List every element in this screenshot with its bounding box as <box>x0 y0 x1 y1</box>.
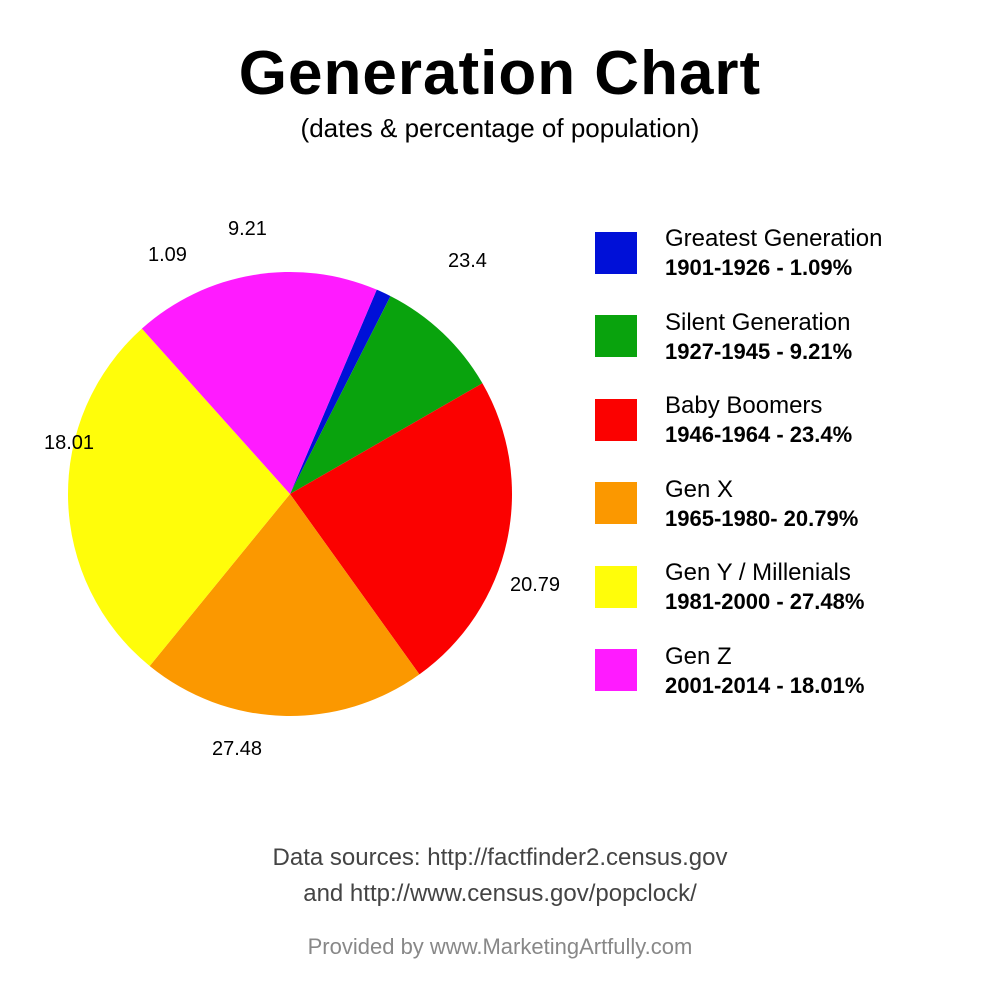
legend-text: Baby Boomers1946-1964 - 23.4% <box>665 391 852 449</box>
legend-swatch <box>595 649 637 691</box>
pie-svg <box>60 214 520 774</box>
legend-detail: 2001-2014 - 18.01% <box>665 672 864 700</box>
legend-text: Silent Generation1927-1945 - 9.21% <box>665 308 852 366</box>
pie-chart: 1.099.2123.420.7927.4818.01 <box>60 214 520 774</box>
legend-detail: 1927-1945 - 9.21% <box>665 338 852 366</box>
legend-detail: 1981-2000 - 27.48% <box>665 588 864 616</box>
slice-label-boomers: 23.4 <box>448 250 487 273</box>
legend-detail: 1946-1964 - 23.4% <box>665 421 852 449</box>
slice-label-silent: 9.21 <box>228 218 267 241</box>
legend-text: Gen Y / Millenials1981-2000 - 27.48% <box>665 558 864 616</box>
page-title: Generation Chart <box>0 38 1000 109</box>
header: Generation Chart (dates & percentage of … <box>0 0 1000 144</box>
legend-text: Gen Z2001-2014 - 18.01% <box>665 642 864 700</box>
legend-swatch <box>595 482 637 524</box>
legend-name: Gen X <box>665 475 858 505</box>
slice-label-greatest: 1.09 <box>148 244 187 267</box>
legend-detail: 1965-1980- 20.79% <box>665 505 858 533</box>
source-line-2: and http://www.census.gov/popclock/ <box>0 876 1000 912</box>
legend-name: Gen Z <box>665 642 864 672</box>
legend-swatch <box>595 232 637 274</box>
legend-name: Gen Y / Millenials <box>665 558 864 588</box>
legend-text: Greatest Generation1901-1926 - 1.09% <box>665 224 882 282</box>
slice-label-genz: 18.01 <box>44 432 94 455</box>
legend-swatch <box>595 315 637 357</box>
chart-area: 1.09 9.21 23.4 20.79 27.48 18.01 Greatest Gen… <box>0 184 1000 804</box>
legend-text: Gen X1965-1980- 20.79% <box>665 475 858 533</box>
footer: Data sources: http://factfinder2.census.… <box>0 840 1000 960</box>
legend-name: Baby Boomers <box>665 391 852 421</box>
legend-swatch <box>595 399 637 441</box>
provided-by: Provided by www.MarketingArtfully.com <box>0 934 1000 960</box>
legend-swatch <box>595 566 637 608</box>
legend-name: Greatest Generation <box>665 224 882 254</box>
page-subtitle: (dates & percentage of population) <box>0 113 1000 144</box>
legend-item: Baby Boomers1946-1964 - 23.4% <box>595 391 985 449</box>
legend: Greatest Generation1901-1926 - 1.09% Sile… <box>595 224 985 725</box>
slice-label-geny: 27.48 <box>212 738 262 761</box>
source-line-1: Data sources: http://factfinder2.census.… <box>0 840 1000 876</box>
legend-item: Silent Generation1927-1945 - 9.21% <box>595 308 985 366</box>
legend-item: Gen Y / Millenials1981-2000 - 27.48% <box>595 558 985 616</box>
legend-item: Gen Z2001-2014 - 18.01% <box>595 642 985 700</box>
legend-item: Gen X1965-1980- 20.79% <box>595 475 985 533</box>
data-sources: Data sources: http://factfinder2.census.… <box>0 840 1000 912</box>
legend-item: Greatest Generation1901-1926 - 1.09% <box>595 224 985 282</box>
slice-label-genx: 20.79 <box>510 574 560 597</box>
legend-detail: 1901-1926 - 1.09% <box>665 254 882 282</box>
legend-name: Silent Generation <box>665 308 852 338</box>
